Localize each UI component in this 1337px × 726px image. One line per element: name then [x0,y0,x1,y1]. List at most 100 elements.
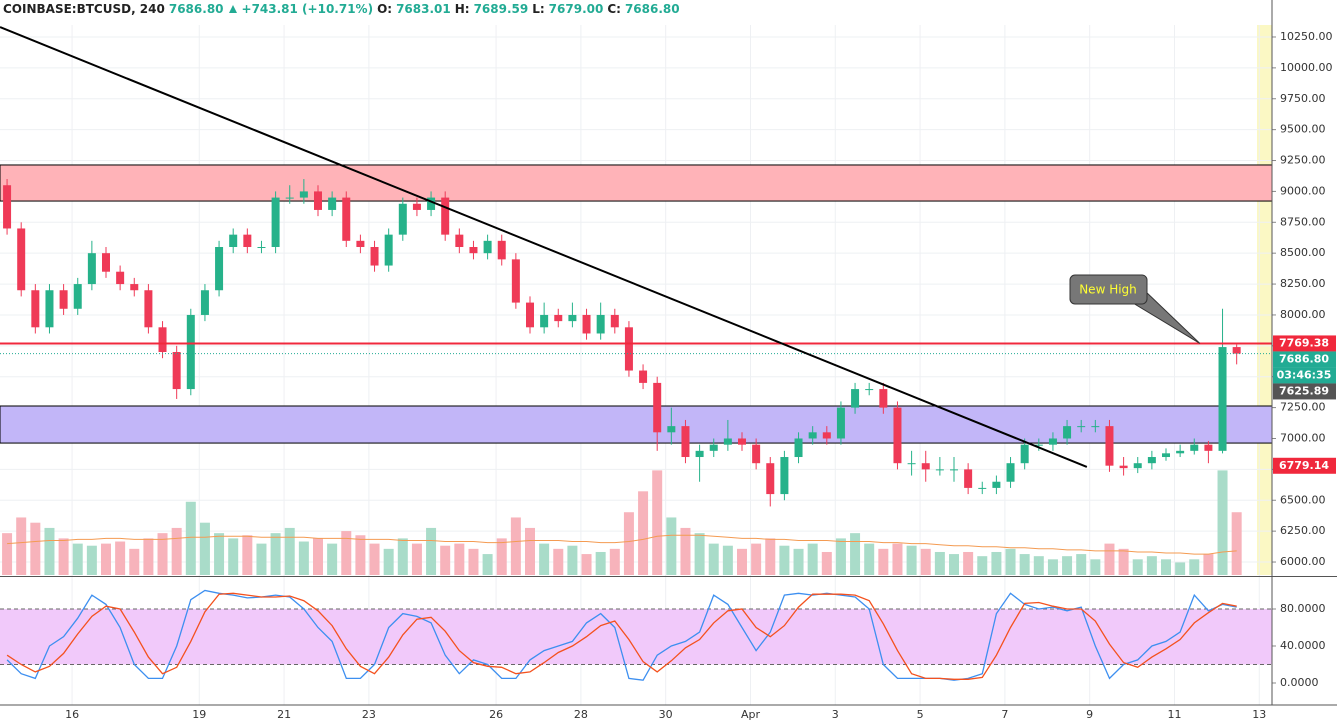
volume-bar [468,548,479,575]
volume-bar [1146,556,1157,575]
volume-bar [1161,559,1171,575]
candle-body [1176,450,1185,454]
price-tag [1273,351,1336,368]
volume-bar [850,533,861,575]
volume-bar [722,545,733,575]
volume-bar [1104,543,1115,575]
candle-body [1119,465,1128,469]
volume-bar [892,543,903,575]
stoch-k [6,589,1237,681]
volume-bar [242,535,253,575]
volume-bar [298,541,309,575]
candle-body [667,426,676,433]
volume-bar [680,527,691,575]
volume-bar [920,548,931,575]
change: +743.81 (+10.71%) [241,2,374,16]
candle-body [186,314,195,390]
volume-bar [1231,512,1242,575]
candle-body [257,247,266,249]
y-tick-label: 9750.00 [1280,92,1326,105]
volume-bar [581,554,592,575]
volume-bar [1090,559,1101,575]
x-tick-label: 28 [574,708,588,721]
volume-bar [454,543,465,575]
x-tick-label: 26 [489,708,503,721]
volume-bar [751,543,762,575]
candle-body [3,185,12,229]
candle-body [582,314,591,334]
volume-bar [185,501,196,575]
x-tick-label: 16 [65,708,79,721]
candle-body [695,450,704,458]
candle-body [935,469,944,471]
volume-bar [341,531,352,575]
candle-body [921,463,930,470]
x-tick-label: 9 [1086,708,1093,721]
candle-body [1133,463,1142,469]
volume-bar [228,538,239,575]
volume-bar [539,543,550,575]
y-tick-label: 10250.00 [1280,30,1333,43]
last-price: 7686.80 [168,2,224,16]
candle-body [102,253,110,272]
candle-body [851,389,860,408]
candle-body [1162,453,1170,458]
volume-bar [411,543,422,575]
volume-bar [1019,554,1030,575]
up-arrow [228,5,237,13]
volume-bar [779,545,790,575]
volume-bar [383,548,394,575]
volume-bar [482,554,493,575]
price-tag [1273,383,1336,400]
low: 7679.00 [548,2,604,16]
volume-bar [737,548,747,575]
volume-bar [652,470,663,575]
price-tag-label: 6779.14 [1279,459,1329,472]
candle-body [780,457,789,495]
y-tick-label: 80.0000 [1280,602,1326,615]
y-tick-label: 7000.00 [1280,431,1326,444]
y-tick-label: 8250.00 [1280,277,1326,290]
volume-bar [567,545,578,575]
volume-bar [765,538,776,575]
volume-bar [284,527,295,575]
volume-bar [30,522,41,575]
volume-bar [171,527,182,575]
candle-body [158,327,167,353]
annotation-text: New High [1079,283,1137,297]
x-tick-label: 3 [832,708,839,721]
candle-body [172,352,181,390]
volume-bar [1118,548,1129,575]
candle-body [130,284,139,291]
y-tick-label: 40.0000 [1280,639,1326,652]
candle-body [879,389,888,408]
volume-bar [2,533,13,575]
price-tag-label: 7625.89 [1279,384,1329,397]
candle-body [766,463,775,495]
y-tick-label: 8750.00 [1280,215,1326,228]
candle-body [808,432,817,439]
open-label: O: [377,2,393,16]
candle-body [540,314,549,328]
candle-body [73,284,82,309]
candle-body [483,240,492,254]
candle-body [1020,444,1029,464]
high-label: H: [454,2,470,16]
x-tick-label: 5 [917,708,924,721]
candle-body [314,191,322,210]
candle-body [624,327,633,371]
candle-body [17,228,26,291]
volume-bar [214,533,225,575]
candle-body [709,444,718,451]
candle-body [1006,463,1015,482]
candle-body [1091,426,1100,428]
price-tag-label: 7686.80 [1279,352,1329,365]
candle-body [893,407,902,464]
y-tick-label: 6000.00 [1280,555,1326,568]
volume-bar [16,517,27,575]
candle-body [639,370,648,383]
candle-body [455,234,464,248]
volume-bar [1175,562,1186,575]
volume-bar [327,543,338,575]
